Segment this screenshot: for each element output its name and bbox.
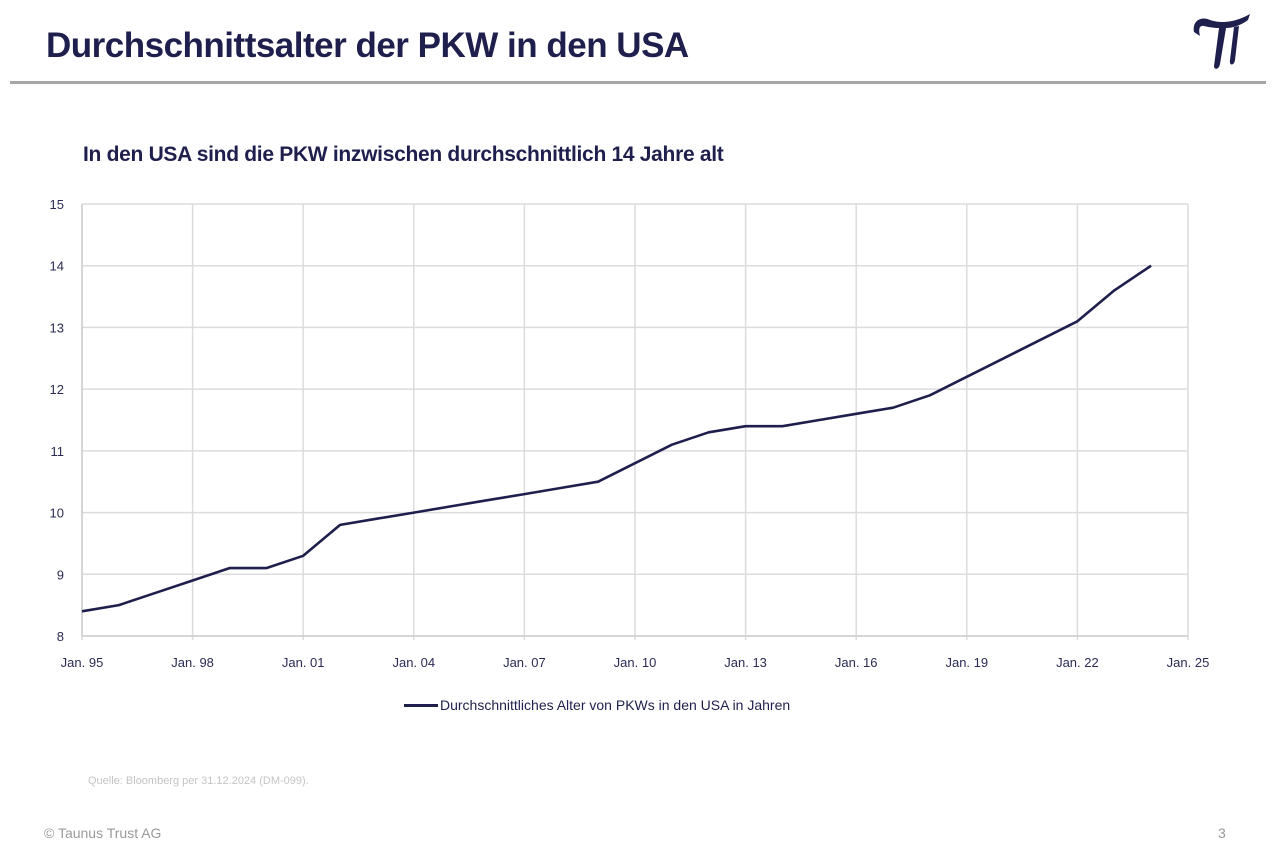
- x-tick-label: Jan. 98: [171, 655, 214, 670]
- source-note: Quelle: Bloomberg per 31.12.2024 (DM-099…: [88, 775, 309, 787]
- x-tick-label: Jan. 19: [945, 655, 988, 670]
- y-tick-label: 13: [50, 320, 64, 335]
- chart-legend: Durchschnittliches Alter von PKWs in den…: [404, 697, 790, 713]
- legend-label: Durchschnittliches Alter von PKWs in den…: [440, 697, 791, 713]
- y-tick-label: 10: [50, 506, 64, 521]
- x-tick-label: Jan. 25: [1167, 655, 1210, 670]
- y-tick-label: 12: [50, 382, 64, 397]
- x-tick-label: Jan. 04: [392, 655, 435, 670]
- legend-swatch: [404, 703, 438, 707]
- pi-logo-icon: [1193, 14, 1250, 69]
- y-tick-label: 8: [57, 629, 64, 644]
- x-tick-label: Jan. 10: [614, 655, 657, 670]
- series-line: [81, 264, 1152, 613]
- y-tick-label: 15: [50, 197, 64, 212]
- x-tick-label: Jan. 07: [503, 655, 546, 670]
- y-tick-label: 11: [51, 444, 65, 459]
- page-number: 3: [1218, 825, 1226, 841]
- x-tick-label: Jan. 13: [724, 655, 767, 670]
- x-tick-label: Jan. 16: [835, 655, 878, 670]
- x-tick-label: Jan. 95: [61, 655, 104, 670]
- y-tick-label: 14: [50, 259, 64, 274]
- y-tick-label: 9: [57, 567, 64, 582]
- page-title: Durchschnittsalter der PKW in den USA: [46, 26, 689, 65]
- copyright: © Taunus Trust AG: [44, 825, 162, 841]
- header-divider: [10, 81, 1266, 84]
- x-tick-label: Jan. 01: [282, 655, 325, 670]
- x-tick-label: Jan. 22: [1056, 655, 1099, 670]
- chart-title: In den USA sind die PKW inzwischen durch…: [83, 143, 724, 166]
